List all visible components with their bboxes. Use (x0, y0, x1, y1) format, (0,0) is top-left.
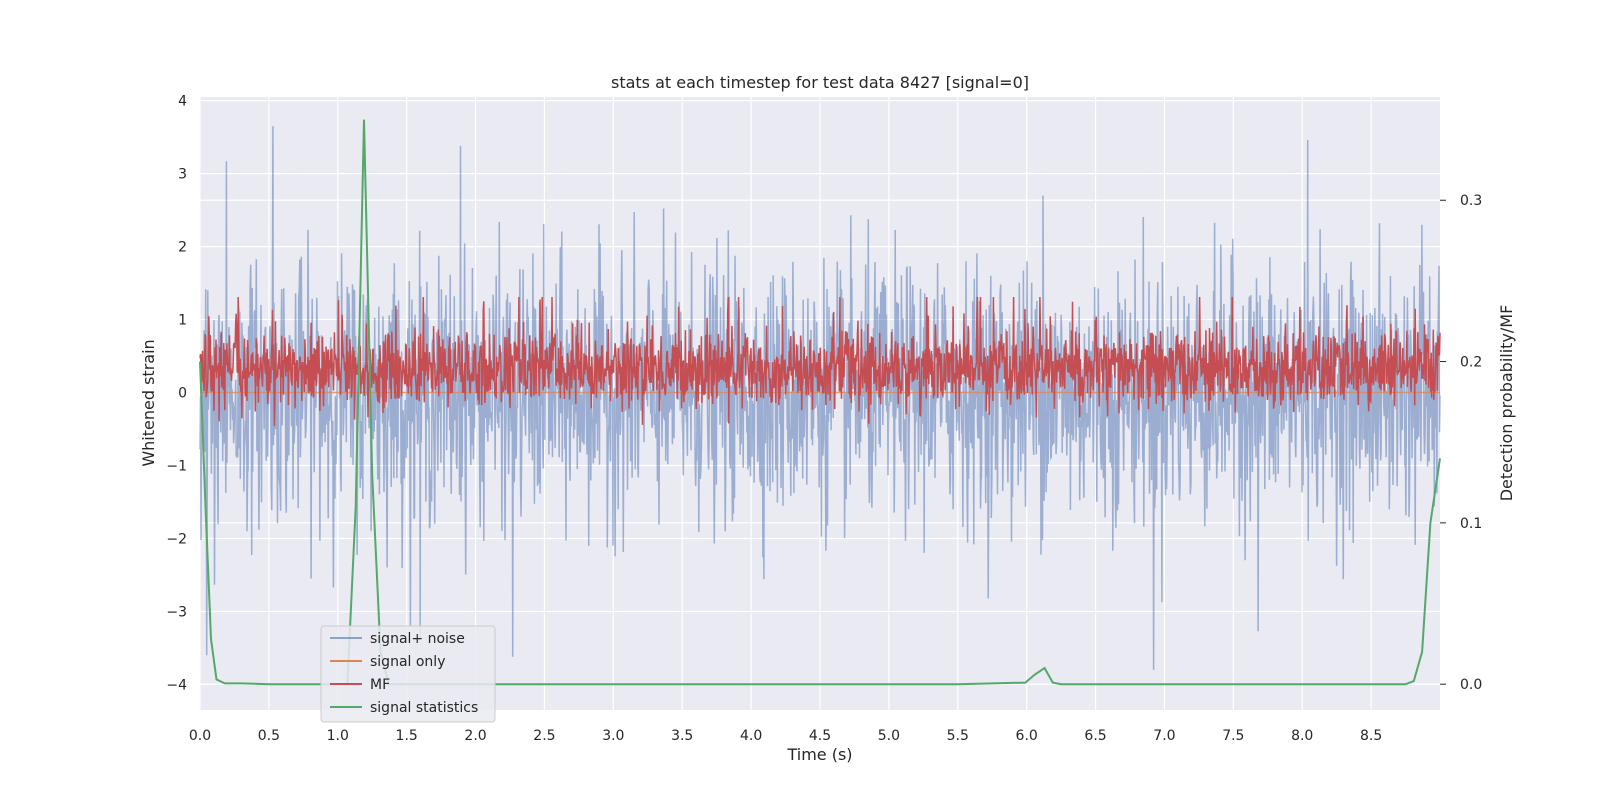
x-tick-label: 6.0 (1016, 728, 1038, 744)
y-right-tick-label: 0.1 (1460, 516, 1482, 532)
y-right-tick-label: 0.3 (1460, 193, 1482, 209)
legend-item-mf: MF (330, 677, 390, 693)
x-axis-ticks: 0.0 0.5 1.0 1.5 2.0 2.5 3.0 3.5 4.0 4.5 5.0 5.5 6.0 6… (189, 728, 1382, 744)
x-axis-label: Time (s) (786, 745, 852, 764)
legend-box (320, 625, 496, 723)
legend: signal+ noise signal only MF signal stat… (320, 625, 496, 723)
x-tick-label: 3.0 (602, 728, 624, 744)
x-tick-label: 6.5 (1084, 728, 1106, 744)
y-left-tick-label: −2 (166, 532, 187, 548)
y-left-tick-label: −3 (166, 604, 187, 620)
x-tick-label: 5.5 (947, 728, 969, 744)
series-line-signal-statistics (199, 119, 1441, 686)
x-tick-label: 4.5 (809, 728, 831, 744)
x-tick-label: 7.5 (1222, 728, 1244, 744)
x-tick-label: 5.0 (878, 728, 900, 744)
x-tick-label: 0.0 (189, 728, 211, 744)
y-axis-left-label: Whitened strain (139, 339, 158, 466)
x-tick-label: 2.5 (533, 728, 555, 744)
y-left-tick-label: 4 (178, 94, 187, 110)
y-right-tick-label: 0.0 (1460, 677, 1482, 693)
legend-label-signal-noise: signal+ noise (370, 631, 465, 647)
y-right-tick-label: 0.2 (1460, 355, 1482, 371)
y-left-tick-label: 0 (178, 386, 187, 402)
x-tick-label: 7.0 (1153, 728, 1175, 744)
y-left-tick-label: −4 (166, 677, 187, 693)
legend-label-signal-statistics: signal statistics (370, 700, 478, 716)
legend-label-mf: MF (370, 677, 390, 693)
y-left-tick-label: 1 (178, 313, 187, 329)
y-left-tick-label: 2 (178, 240, 187, 256)
x-tick-label: 1.0 (327, 728, 349, 744)
y-left-tick-label: 3 (178, 167, 187, 183)
x-tick-label: 2.0 (464, 728, 486, 744)
series-line-mf (199, 296, 1441, 427)
x-tick-label: 8.5 (1360, 728, 1382, 744)
x-tick-label: 0.5 (258, 728, 280, 744)
x-tick-label: 1.5 (396, 728, 418, 744)
x-tick-label: 3.5 (671, 728, 693, 744)
legend-item-signal-only: signal only (330, 654, 445, 670)
series-layer (199, 119, 1441, 686)
legend-label-signal-only: signal only (370, 654, 445, 670)
x-tick-label: 8.0 (1291, 728, 1313, 744)
chart-title: stats at each timestep for test data 842… (611, 73, 1029, 92)
y-axis-left-ticks: −4 −3 −2 −1 0 1 2 3 4 (166, 94, 187, 694)
y-axis-right-label: Detection probability/MF (1497, 305, 1516, 502)
y-axis-right-ticks: 0.0 0.1 0.2 0.3 (1440, 193, 1482, 693)
legend-item-signal-noise: signal+ noise (330, 631, 465, 647)
legend-item-signal-statistics: signal statistics (330, 700, 478, 716)
y-left-tick-label: −1 (166, 459, 187, 475)
x-tick-label: 4.0 (740, 728, 762, 744)
